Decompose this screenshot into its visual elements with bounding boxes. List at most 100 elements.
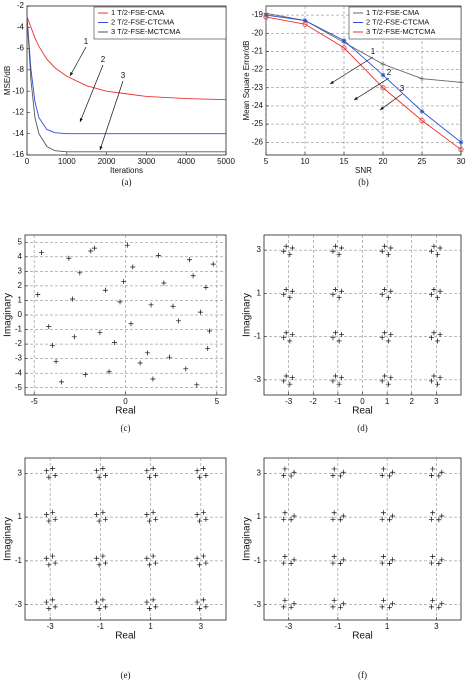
point xyxy=(52,516,58,522)
point xyxy=(52,473,58,479)
point xyxy=(437,375,443,381)
x-tick-label: 1 xyxy=(385,622,390,631)
point xyxy=(288,604,294,610)
point xyxy=(150,509,156,515)
point xyxy=(194,555,200,561)
point xyxy=(435,251,441,257)
point xyxy=(435,338,441,344)
legend-label: 2 T/2-FSE-CTCMA xyxy=(366,17,429,26)
y-tick-label: 1 xyxy=(257,288,262,297)
point xyxy=(382,373,388,379)
point xyxy=(287,338,293,344)
point xyxy=(437,288,443,294)
caption: (b) xyxy=(358,177,369,187)
plot-area xyxy=(24,457,227,621)
point xyxy=(336,338,342,344)
point xyxy=(430,597,436,603)
x-tick-label: -5 xyxy=(31,397,39,406)
y-tick-label: -2 xyxy=(15,339,23,348)
point xyxy=(289,375,295,381)
x-tick-label: 4000 xyxy=(177,157,195,166)
point xyxy=(144,468,150,474)
point xyxy=(382,286,388,292)
point xyxy=(288,561,294,567)
y-tick-label: 3 xyxy=(18,266,23,275)
point xyxy=(96,562,102,568)
point xyxy=(339,331,345,337)
point xyxy=(281,516,287,522)
point xyxy=(197,562,203,568)
caption: (c) xyxy=(121,423,131,433)
marker xyxy=(341,45,347,51)
annotation: 3 xyxy=(400,84,405,93)
point xyxy=(283,373,289,379)
point xyxy=(340,557,346,563)
point xyxy=(435,295,441,301)
y-axis-label: Imaginary xyxy=(242,293,253,337)
point xyxy=(439,601,445,607)
x-tick-label: 1000 xyxy=(58,157,76,166)
y-tick-label: -23 xyxy=(251,83,263,92)
point xyxy=(203,604,209,610)
point xyxy=(46,606,52,612)
x-tick-label: -3 xyxy=(285,622,293,631)
point xyxy=(155,252,161,258)
point xyxy=(200,466,206,472)
arrow-head xyxy=(79,118,83,122)
legend-label: 1 T/2-FSE-CMA xyxy=(366,8,419,17)
point xyxy=(102,287,108,293)
point xyxy=(388,245,394,251)
point xyxy=(194,468,200,474)
point xyxy=(379,516,385,522)
point xyxy=(282,466,288,472)
point xyxy=(52,560,58,566)
y-tick-label: -24 xyxy=(251,101,263,110)
series-line xyxy=(265,16,462,150)
y-tick-label: 5 xyxy=(18,237,23,246)
point xyxy=(435,381,441,387)
point xyxy=(281,291,287,297)
point xyxy=(137,360,143,366)
annotation-arrow xyxy=(99,80,124,151)
point xyxy=(340,601,346,607)
arrow-head xyxy=(70,72,74,76)
point xyxy=(379,473,385,479)
y-axis-label: MSE/dB xyxy=(3,66,12,95)
point xyxy=(437,331,443,337)
point xyxy=(436,604,442,610)
arrow-head xyxy=(330,80,334,84)
point xyxy=(106,369,112,375)
point xyxy=(175,318,181,324)
point xyxy=(153,516,159,522)
x-tick-label: -3 xyxy=(47,622,55,631)
legend-label: 2 T/2-FSE-CTCMA xyxy=(111,17,174,26)
point xyxy=(437,245,443,251)
point xyxy=(337,517,343,523)
point xyxy=(330,516,336,522)
point xyxy=(66,255,72,261)
y-tick-label: -10 xyxy=(12,86,24,95)
point xyxy=(390,513,396,519)
point xyxy=(336,251,342,257)
y-tick-label: 0 xyxy=(18,310,23,319)
point xyxy=(153,560,159,566)
point xyxy=(332,286,338,292)
point xyxy=(379,604,385,610)
point xyxy=(436,517,442,523)
point xyxy=(96,606,102,612)
point xyxy=(96,474,102,480)
point xyxy=(190,273,196,279)
y-tick-label: -14 xyxy=(12,129,24,138)
point xyxy=(287,295,293,301)
y-tick-label: -5 xyxy=(15,383,23,392)
x-tick-label: -2 xyxy=(310,397,318,406)
point xyxy=(390,557,396,563)
point xyxy=(430,510,436,516)
point xyxy=(153,604,159,610)
point xyxy=(281,560,287,566)
y-tick-label: -3 xyxy=(254,600,262,609)
point xyxy=(428,378,434,384)
point xyxy=(385,295,391,301)
marker xyxy=(419,76,425,82)
